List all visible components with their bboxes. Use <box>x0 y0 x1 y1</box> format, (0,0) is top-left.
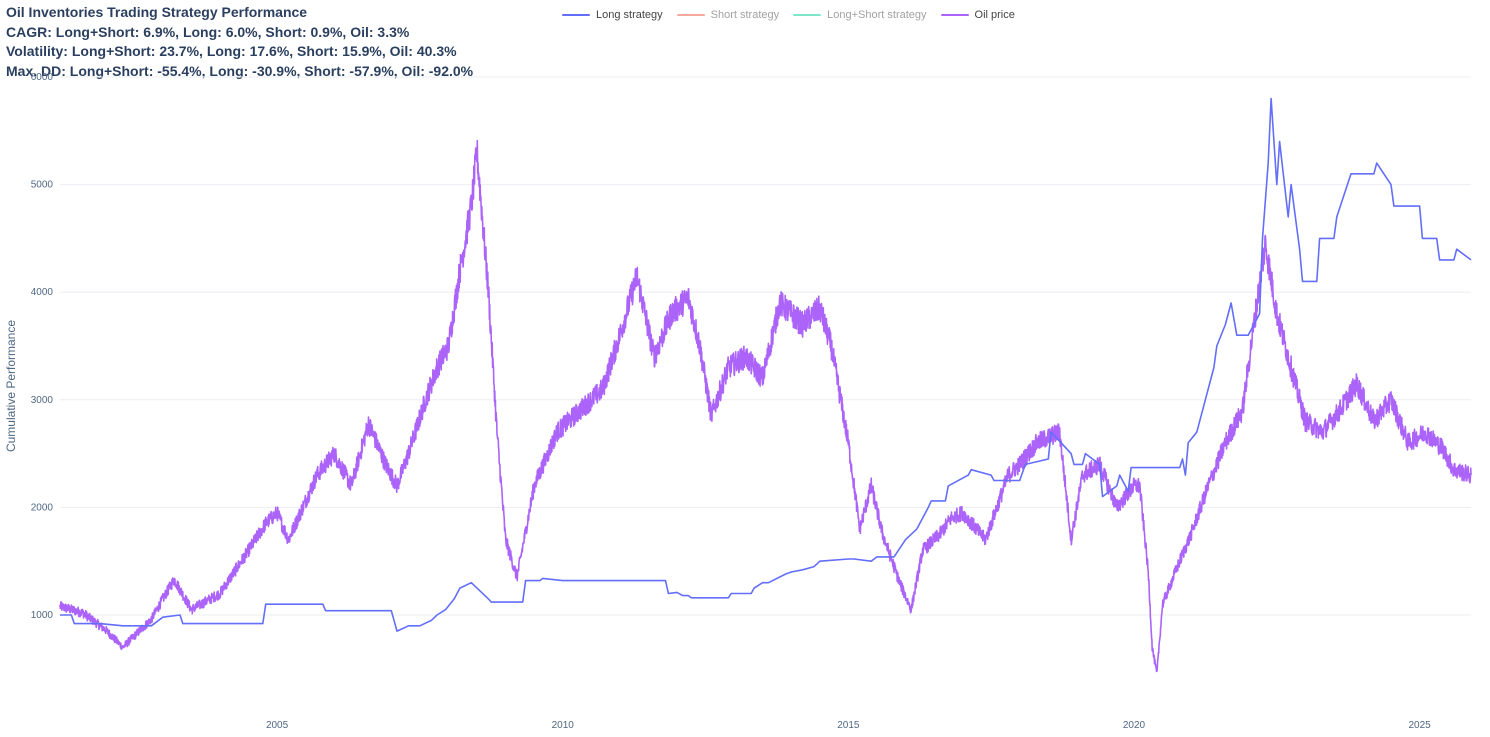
legend-label: Oil price <box>974 9 1015 21</box>
y-axis: 1000 2000 3000 4000 5000 6000 <box>31 72 54 621</box>
x-tick-label: 2005 <box>266 720 289 731</box>
max-dd-line: Max. DD: Long+Short: -55.4%, Long: -30.9… <box>6 62 474 79</box>
y-tick-label: 3000 <box>31 395 54 406</box>
legend-label: Long strategy <box>596 9 663 21</box>
series-lines <box>59 97 1472 673</box>
gridlines <box>60 76 1471 616</box>
title-line: Oil Inventories Trading Strategy Perform… <box>6 4 308 20</box>
legend-label: Short strategy <box>710 9 780 21</box>
y-tick-label: 5000 <box>31 180 54 191</box>
legend-swatch-icon <box>562 14 590 16</box>
y-tick-label: 2000 <box>31 502 54 513</box>
legend-label: Long+Short strategy <box>827 9 927 21</box>
legend-item-long-short[interactable]: Long+Short strategy <box>793 9 927 21</box>
legend-item-oil[interactable]: Oil price <box>940 9 1015 21</box>
y-tick-label: 6000 <box>31 72 54 83</box>
x-tick-label: 2015 <box>837 720 860 731</box>
series-line-oil-price[interactable] <box>59 139 1472 673</box>
x-tick-label: 2020 <box>1123 720 1146 731</box>
x-tick-label: 2010 <box>552 720 575 731</box>
legend-swatch-icon <box>940 14 969 16</box>
series-line-long-strategy[interactable] <box>60 97 1472 632</box>
x-tick-label: 2025 <box>1408 720 1431 731</box>
y-tick-label: 4000 <box>31 287 54 298</box>
y-tick-label: 1000 <box>31 610 54 621</box>
legend-item-short[interactable]: Short strategy <box>676 9 780 21</box>
y-axis-title: Cumulative Performance <box>4 320 18 452</box>
volatility-line: Volatility: Long+Short: 23.7%, Long: 17.… <box>6 43 457 59</box>
legend-swatch-icon <box>676 14 705 16</box>
x-axis: 2005 2010 2015 2020 2025 <box>266 720 1431 731</box>
legend-item-long[interactable]: Long strategy <box>562 9 663 21</box>
chart-title: Oil Inventories Trading Strategy Perform… <box>6 3 473 81</box>
cagr-line: CAGR: Long+Short: 6.9%, Long: 6.0%, Shor… <box>6 23 410 40</box>
legend: Long strategy Short strategy Long+Short … <box>562 9 1015 21</box>
legend-swatch-icon <box>793 14 822 16</box>
